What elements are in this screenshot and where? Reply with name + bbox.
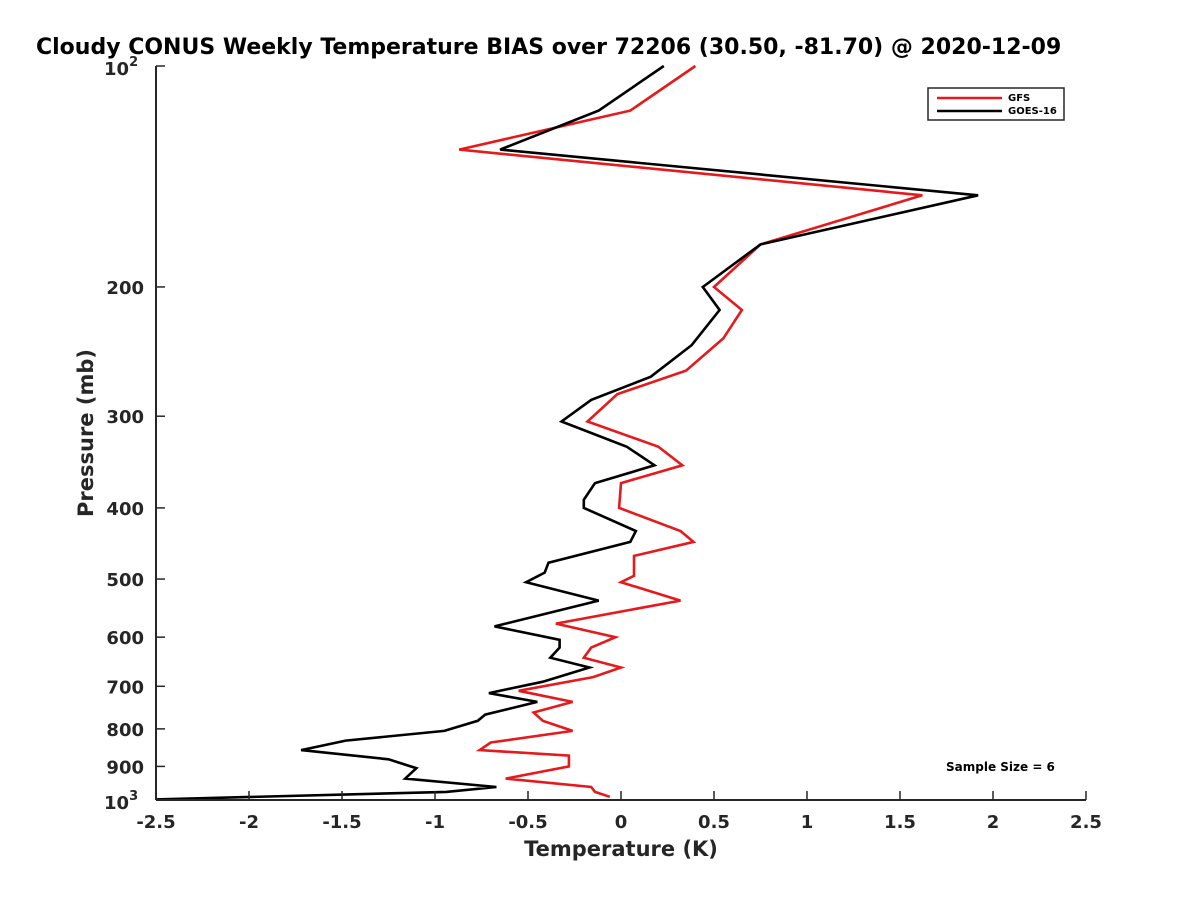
x-tick-label: -1 bbox=[425, 812, 445, 833]
x-tick-label: 0.5 bbox=[698, 812, 730, 833]
x-tick-label: 1 bbox=[801, 812, 814, 833]
y-tick-label: 300 bbox=[106, 407, 144, 428]
legend: GFS GOES-16 bbox=[927, 87, 1065, 121]
y-tick-label: 103 bbox=[104, 789, 138, 814]
plot-area bbox=[155, 64, 979, 801]
x-tick-label: 2.5 bbox=[1070, 812, 1102, 833]
y-tick-label: 500 bbox=[106, 570, 144, 591]
sample-size-annotation: Sample Size = 6 bbox=[946, 760, 1055, 774]
y-tick-label: 700 bbox=[106, 677, 144, 698]
x-tick-label: -2.5 bbox=[136, 812, 175, 833]
y-tick-label: 102 bbox=[104, 55, 138, 80]
x-tick-label: 0 bbox=[615, 812, 628, 833]
series-line-gfs bbox=[458, 64, 923, 799]
series-line-goes16 bbox=[155, 64, 979, 801]
y-axis-label: Pressure (mb) bbox=[74, 349, 98, 517]
legend-box bbox=[927, 87, 1065, 121]
x-ticks: -2.5 -2 -1.5 -1 -0.5 0 0.5 1 1.5 2 2.5 bbox=[136, 791, 1102, 833]
x-tick-label: 2 bbox=[987, 812, 1000, 833]
x-tick-label: -1.5 bbox=[322, 812, 361, 833]
legend-label-gfs: GFS bbox=[1008, 93, 1030, 104]
y-tick-label: 400 bbox=[106, 499, 144, 520]
y-tick-label: 900 bbox=[106, 757, 144, 778]
x-tick-label: -0.5 bbox=[508, 812, 547, 833]
x-tick-label: -2 bbox=[239, 812, 259, 833]
legend-label-goes16: GOES-16 bbox=[1008, 106, 1057, 117]
y-tick-label: 200 bbox=[106, 278, 144, 299]
y-tick-label: 800 bbox=[106, 720, 144, 741]
x-tick-label: 1.5 bbox=[884, 812, 916, 833]
x-axis-label: Temperature (K) bbox=[524, 837, 718, 861]
y-tick-label: 600 bbox=[106, 628, 144, 649]
y-ticks: 102 200 300 400 500 600 700 800 900 103 bbox=[104, 55, 165, 814]
chart-title: Cloudy CONUS Weekly Temperature BIAS ove… bbox=[36, 35, 1061, 60]
